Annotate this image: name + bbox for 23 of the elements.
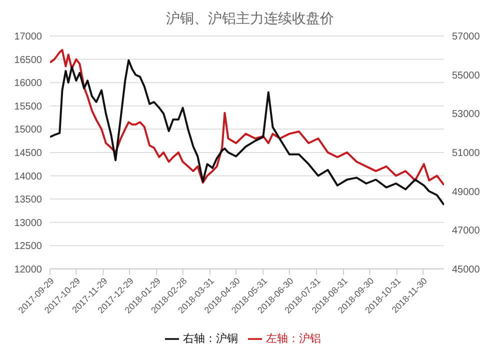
y-tick-label: 13500 [14,194,42,206]
y-tick-label: 13000 [14,218,42,229]
y-tick-label: 12500 [14,241,42,252]
y-tick-label: 16500 [14,54,42,66]
line-series [50,48,444,186]
y2-tick-label: 53000 [452,109,480,120]
y-tick-label: 15500 [14,101,42,112]
y2-tick-label: 47000 [452,226,480,237]
y-tick-label: 14000 [14,171,42,182]
legend-label: 右轴：沪铜 [183,332,238,345]
y-tick-label: 17000 [14,32,42,43]
line-series [50,59,444,206]
y2-tick-label: 45000 [452,264,480,276]
y2-tick-label: 49000 [452,186,480,198]
y2-tick-label: 51000 [452,148,480,160]
y-tick-label: 15000 [14,124,42,136]
y2-tick-label: 57000 [452,32,480,43]
y-tick-label: 16000 [14,78,42,90]
y-tick-label: 12000 [14,264,42,276]
y2-tick-label: 55000 [452,70,480,82]
y-tick-label: 14500 [14,148,42,160]
legend-label: 左轴：沪铝 [266,332,321,345]
chart-title: 沪铜、沪铝主力连续收盘价 [165,9,335,28]
